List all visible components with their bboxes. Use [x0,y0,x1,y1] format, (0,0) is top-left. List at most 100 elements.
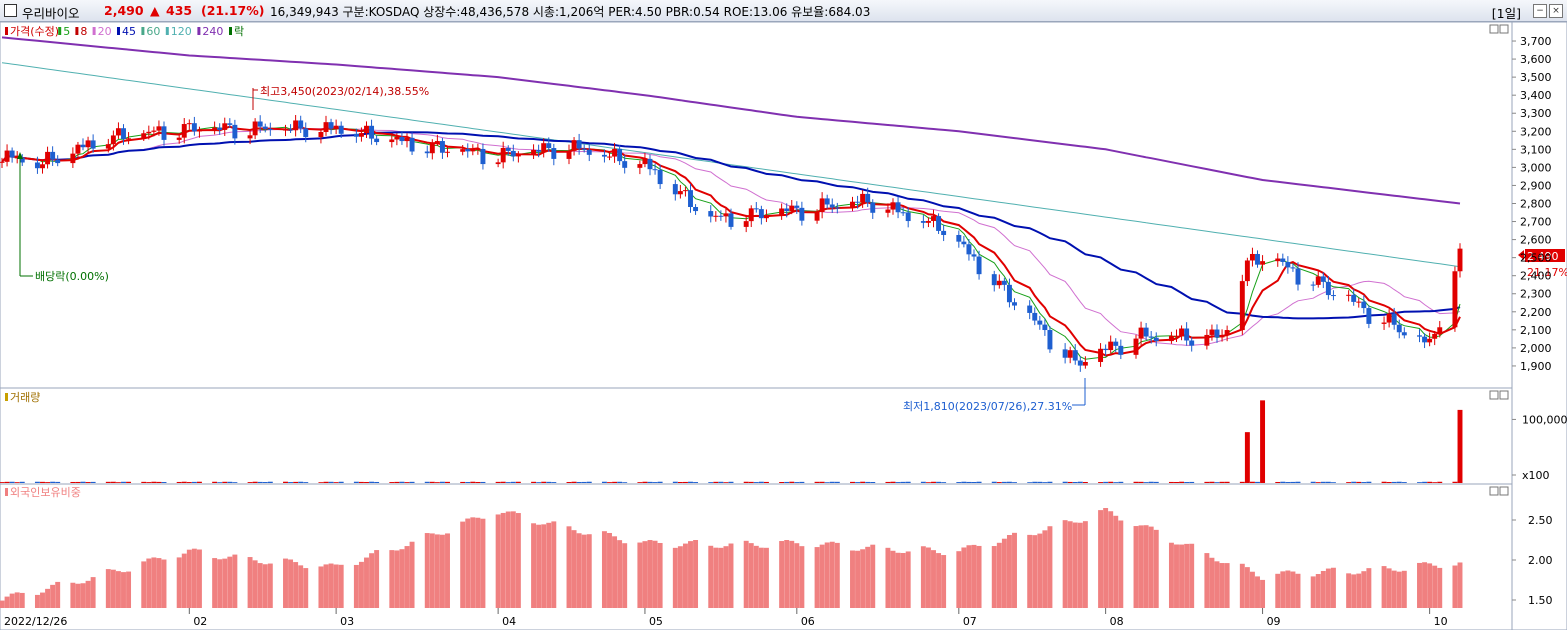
legend-label: 가격(수정) [10,25,59,38]
x-tick-label: 06 [801,615,815,628]
foreign-bar [581,534,587,608]
candle-body [1427,338,1433,343]
volume-bar [1047,481,1053,483]
foreign-bar [1174,544,1179,608]
volume-bar [288,482,294,483]
candle-body [581,148,587,150]
foreign-bar [617,540,623,608]
price-tick-label: 2,600 [1520,234,1552,247]
foreign-bar [196,549,202,608]
candle-body [850,201,855,208]
candle-body [642,158,648,165]
foreign-bar [834,542,840,608]
legend-label: 8 [80,25,87,38]
dividend-annotation-text: 배당락(0.00%) [35,270,109,283]
legend-marker [141,27,145,35]
foreign-bar [45,588,51,608]
select-checkbox[interactable] [4,4,17,17]
foreign-bar [480,518,486,608]
volume-bar [1037,481,1043,483]
volume-bar [956,482,962,483]
candle-body [900,212,906,214]
foreign-bar [156,558,162,608]
volume-panel-close-button[interactable] [1499,390,1509,400]
volume-bar [404,482,410,483]
candle-body [758,209,764,219]
foreign-bar [141,561,147,608]
candle-body [110,135,116,145]
foreign-bar [601,531,607,608]
volume-bar [1204,481,1210,483]
price-panel-close-button[interactable] [1499,24,1509,34]
foreign-bar [870,544,876,608]
foreign-bar [115,571,121,608]
foreign-bar [1437,567,1443,608]
volume-bar [708,482,714,483]
foreign-bar [1330,567,1336,608]
close-button[interactable]: × [1549,4,1563,18]
title-bar: 우리바이오 2,490 ▲ 435 (21.17%) 16,349,943 구분… [0,0,1567,22]
foreign-bar [688,541,693,608]
volume-bar [389,482,395,483]
candle-body [1148,336,1154,338]
volume-bar [126,481,132,483]
candle-body [718,215,724,217]
foreign-bar [505,511,511,608]
foreign-panel-close-button[interactable] [1499,486,1509,496]
candle-body [996,280,1002,286]
foreign-bar [110,569,116,608]
panel-buttons[interactable] [1489,24,1509,496]
candle-body [1012,302,1017,306]
candle-body [1422,336,1428,343]
candle-body [1325,281,1331,296]
candle-body [789,205,795,212]
volume-panel-min-button[interactable] [1489,390,1499,400]
volume-bar [1315,482,1321,483]
foreign-bar [394,550,400,608]
foreign-panel-min-button[interactable] [1489,486,1499,496]
volume-bar [176,481,182,483]
volume-bar [424,481,430,483]
candle-body [870,202,876,213]
candle-body [799,207,805,221]
candle-body [1285,261,1291,268]
x-tick-label: 10 [1434,615,1448,628]
candle-body [439,141,445,153]
volume-bar [505,482,511,483]
period-selector[interactable]: [1일] [1491,6,1521,21]
volume-bar [1386,482,1392,483]
volume-bar [262,482,268,483]
candle-body [217,127,223,130]
volume-bar [9,481,15,483]
volume-bar [652,482,658,483]
volume-bar [718,481,724,483]
volume-bar [748,481,754,483]
price-tick-label: 3,200 [1520,125,1552,138]
foreign-bar [956,551,962,608]
foreign-tick-label: 2.00 [1528,554,1553,567]
volume-bar [1012,482,1017,483]
volume-bar [40,481,45,483]
volume-bar [571,481,577,483]
volume-bar [1244,432,1250,483]
foreign-legend: 외국인보유비중 [5,486,81,499]
foreign-bar [70,582,76,608]
foreign-bar [789,540,795,608]
price-tick-label: 3,500 [1520,71,1552,84]
legend-marker [117,27,120,35]
foreign-bar [566,526,572,608]
volume-bar [850,481,855,483]
candle-body [1280,258,1286,262]
candle-body [1249,253,1255,261]
foreign-bar [212,558,218,608]
foreign-bar [677,546,683,608]
foreign-y-axis: 2.50 2.00 1.50 [1512,514,1553,607]
foreign-bar [515,513,521,608]
candle-body [151,130,157,132]
x-tick-label: 05 [649,615,663,628]
stock-info: 16,349,943 구분:KOSDAQ 상장수:48,436,578 시총:1… [270,5,871,19]
volume-bar [541,481,547,483]
candle-body [1118,345,1124,355]
price-panel-min-button[interactable] [1489,24,1499,34]
minimize-button[interactable]: − [1533,4,1547,18]
